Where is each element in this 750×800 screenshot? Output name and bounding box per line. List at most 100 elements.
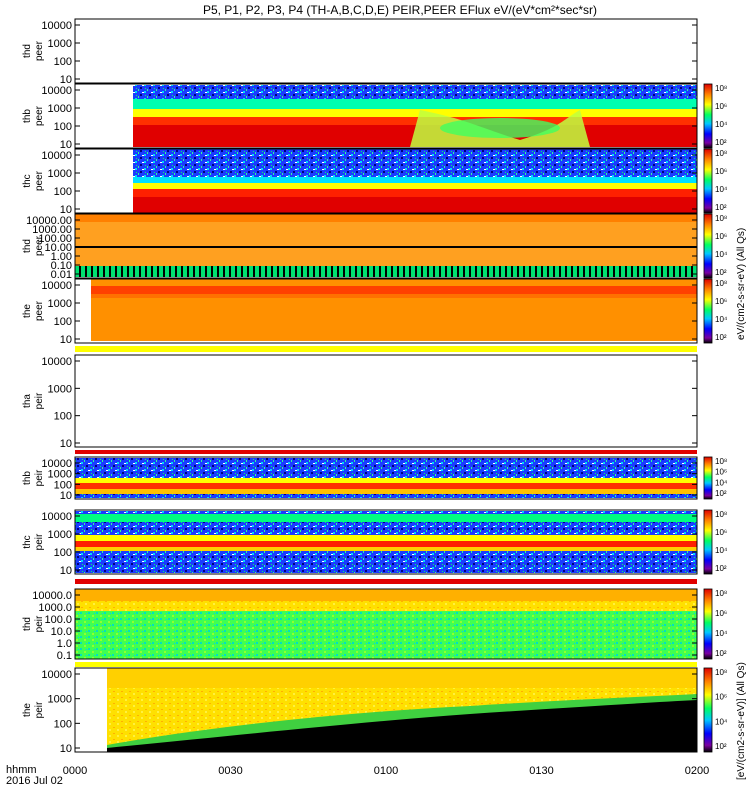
- colorbar-tick-label: 10⁸: [715, 214, 727, 223]
- panel-frame: [74, 588, 698, 660]
- spectrogram-thb-peir: [75, 458, 697, 498]
- y-tick-label: 10000.0: [32, 590, 72, 602]
- colorbar: [703, 148, 713, 214]
- y-tick-label: 1000: [48, 529, 72, 541]
- y-tick-label: 10.00: [44, 242, 72, 254]
- y-tick-label: 10000: [41, 20, 72, 32]
- colorbar-tick-label: 10²: [715, 333, 727, 342]
- y-tick-label: 100.0: [44, 614, 72, 626]
- colorbar: [703, 667, 713, 753]
- colorbar-tick-label: 10⁴: [715, 717, 728, 726]
- y-tick-label: 10: [60, 334, 72, 346]
- colorbar-tick-label: 10⁶: [715, 232, 727, 241]
- y-axis-label: thd: [22, 239, 33, 253]
- y-tick-label: 0.1: [57, 650, 72, 662]
- y-tick-label: 1000.0: [38, 602, 72, 614]
- y-axis-label: the: [22, 703, 33, 717]
- y-tick-label: 10.0: [51, 626, 72, 638]
- y-tick-label: 10: [60, 204, 72, 216]
- y-axis-label: thc: [22, 535, 33, 548]
- colorbar-tick-label: 10²: [715, 203, 727, 212]
- x-label-date: 2016 Jul 02: [6, 775, 63, 787]
- panel-thb-peer: 10000 1000 100 10 thb peer: [22, 83, 698, 151]
- y-tick-label: 10000: [41, 280, 72, 292]
- colorbar-tick-label: 10⁶: [715, 297, 727, 306]
- colorbar-tick-label: 10⁸: [715, 589, 727, 598]
- colorbars: [703, 83, 713, 753]
- y-tick-label: 100: [54, 121, 72, 133]
- spectrogram-thb-peer: [133, 85, 697, 147]
- colorbar: [703, 509, 713, 575]
- y-axis-label: thc: [22, 174, 33, 187]
- y-tick-label: 0.10: [51, 260, 72, 272]
- colorbar-tick-label: 10²: [715, 489, 727, 498]
- colorbar-tick-label: 10²: [715, 268, 727, 277]
- y-tick-label: 100: [54, 316, 72, 328]
- panel-the-peer: 10000 1000 100 10 the peer: [22, 278, 698, 346]
- y-tick-label: 100: [54, 56, 72, 68]
- y-tick-label: 100: [54, 479, 72, 491]
- spectrogram-thd-peer: [75, 214, 697, 277]
- panel-frame: [74, 148, 698, 214]
- y-axis-label: thb: [22, 471, 33, 485]
- separator-band: [75, 454, 697, 455]
- y-tick-label: 1000: [48, 469, 72, 481]
- y-tick-label: 1000.00: [32, 224, 72, 236]
- y-axis-label: peer: [34, 105, 45, 126]
- colorbar-tick-label: 10⁶: [715, 528, 727, 537]
- y-tick-label: 100: [54, 186, 72, 198]
- colorbar: [703, 456, 713, 500]
- colorbar-tick-label: 10⁸: [715, 457, 727, 466]
- y-axis-label: the: [22, 304, 33, 318]
- colorbar-tick-label: 10⁴: [715, 546, 728, 555]
- y-tick-label: 100: [54, 718, 72, 730]
- y-tick-label: 1000: [48, 298, 72, 310]
- colorbar-tick-label: 10⁴: [715, 315, 728, 324]
- colorbar-label-ions: [eV/(cm2-s-sr-eV)] (All Qs): [736, 662, 747, 780]
- panel-frame: [74, 456, 698, 500]
- y-axis-label: peir: [34, 701, 45, 718]
- y-tick-label: 1.00: [51, 251, 72, 263]
- colorbar-tick-label: 10⁶: [715, 693, 727, 702]
- chart-title: P5, P1, P2, P3, P4 (TH-A,B,C,D,E) PEIR,P…: [203, 3, 597, 17]
- y-tick-label: 100: [54, 411, 72, 423]
- y-tick-label: 10: [60, 438, 72, 450]
- y-tick-label: 10000: [41, 458, 72, 470]
- y-axis-label: peer: [34, 300, 45, 321]
- y-tick-label: 1.0: [57, 638, 72, 650]
- colorbar-label-electrons: eV/(cm2-s-sr-eV) (All Qs): [736, 228, 747, 340]
- panel-frame: [74, 83, 698, 149]
- y-tick-label: 10000.00: [26, 215, 72, 227]
- x-tick-label: 0100: [374, 765, 398, 777]
- y-tick-label: 10000: [41, 85, 72, 97]
- panel-frame: [74, 354, 698, 448]
- spectrogram-thc-peer: [133, 149, 697, 213]
- y-tick-label: 1000: [48, 103, 72, 115]
- y-axis-label: peir: [34, 533, 45, 550]
- colorbar-tick-label: 10⁴: [715, 250, 728, 259]
- colorbar-tick-label: 10⁶: [715, 102, 727, 111]
- y-tick-label: 0.01: [51, 269, 72, 281]
- y-tick-label: 100.00: [38, 233, 72, 245]
- y-axis-label: peir: [34, 469, 45, 486]
- separator-band: [75, 579, 697, 584]
- y-tick-label: 10: [60, 565, 72, 577]
- y-axis-label: peir: [34, 615, 45, 632]
- colorbar-tick-label: 10⁸: [715, 279, 727, 288]
- colorbar-tick-label: 10²: [715, 649, 727, 658]
- y-tick-label: 1000: [48, 694, 72, 706]
- panel-frame: [74, 509, 698, 575]
- colorbar: [703, 588, 713, 660]
- y-tick-label: 10: [60, 743, 72, 755]
- spectrogram-the-peer: [75, 279, 697, 352]
- y-axis-label: thd: [22, 617, 33, 631]
- panel-frame: [74, 213, 698, 279]
- colorbar: [703, 83, 713, 149]
- colorbar-tick-label: 10⁴: [715, 629, 728, 638]
- spectrogram-the-peir: [107, 668, 697, 752]
- y-axis-label: tha: [22, 394, 33, 408]
